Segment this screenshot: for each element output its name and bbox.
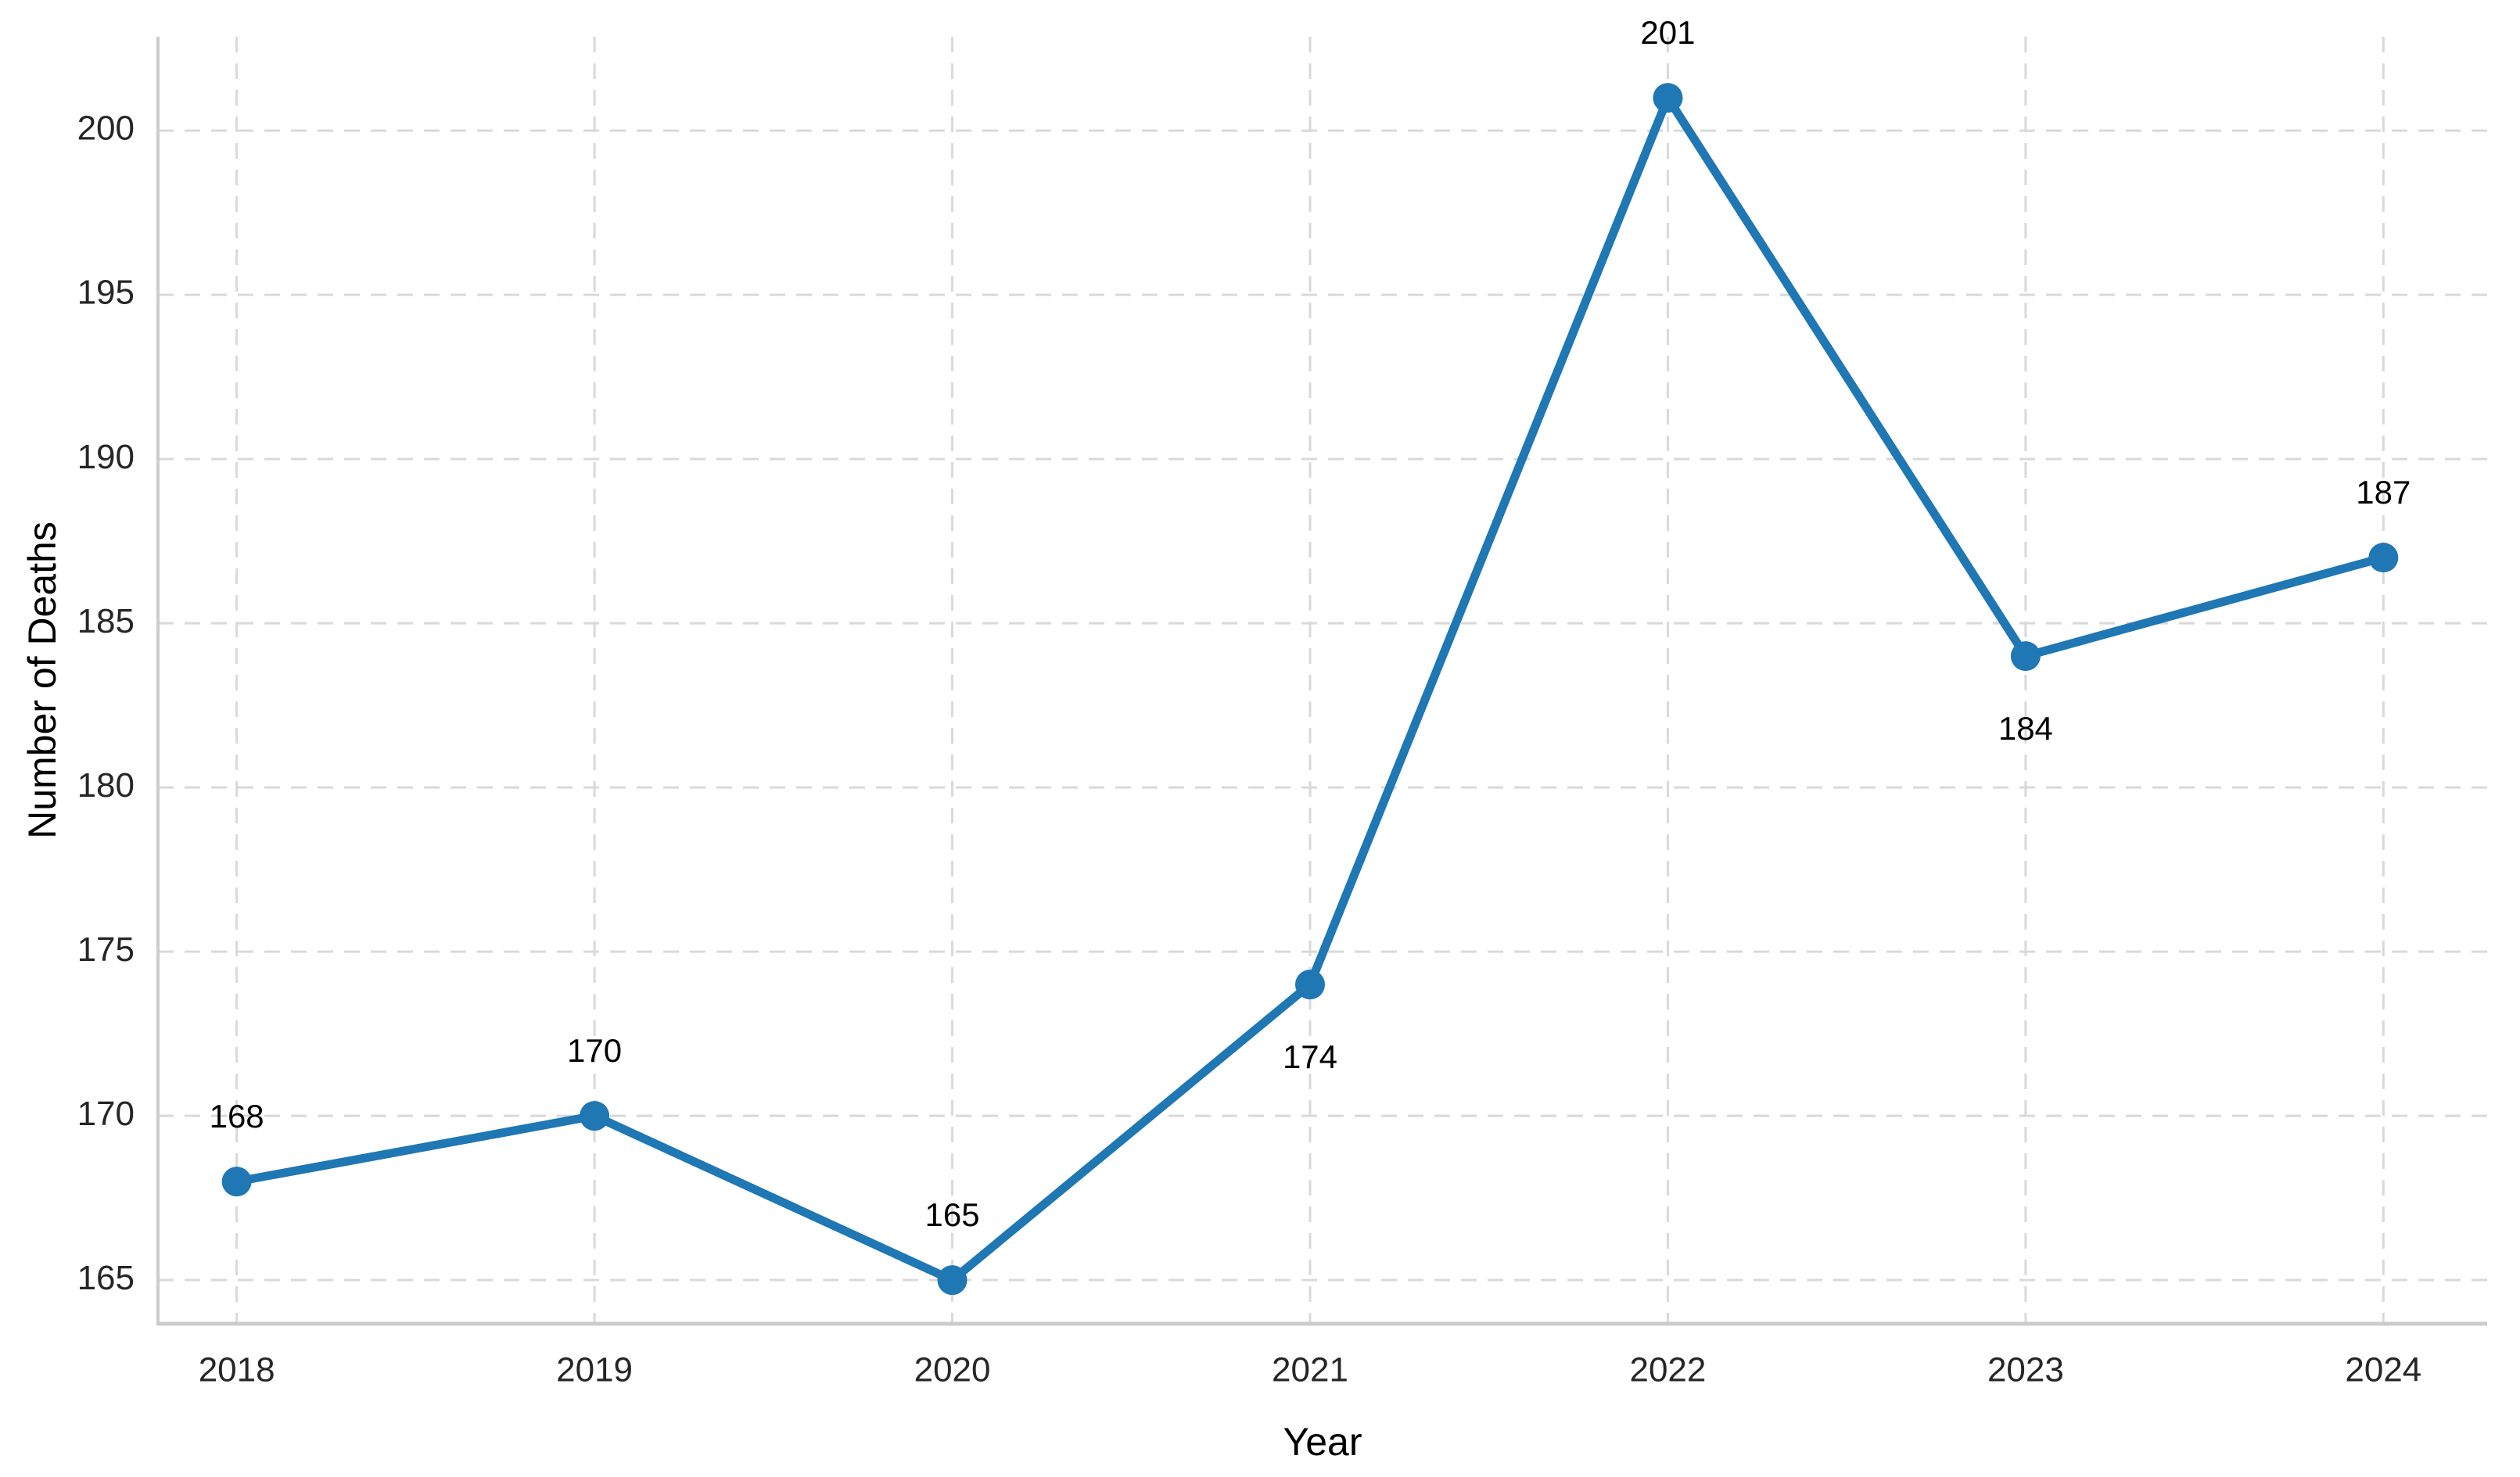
x-tick-label: 2024 [2345,1351,2421,1389]
y-tick-label: 175 [77,930,135,969]
data-point-marker [580,1101,610,1131]
data-point-marker [221,1167,252,1197]
x-tick-label: 2018 [199,1351,275,1389]
data-point-label: 187 [2356,474,2411,511]
y-tick-label: 165 [77,1259,135,1297]
data-point-marker [1294,970,1325,1000]
x-tick-label: 2020 [914,1351,991,1389]
data-point-label: 174 [1283,1038,1337,1075]
data-point-label: 168 [210,1098,264,1135]
data-point-label: 184 [1998,710,2053,747]
y-tick-label: 195 [77,274,135,312]
y-tick-label: 190 [77,438,135,476]
data-point-marker [2010,641,2041,672]
y-tick-label: 180 [77,766,135,805]
x-tick-label: 2019 [556,1351,633,1389]
data-point-label: 170 [567,1032,622,1069]
x-tick-label: 2022 [1629,1351,1706,1389]
data-point-label: 165 [925,1196,980,1233]
data-point-label: 201 [1640,14,1695,51]
data-point-marker [937,1265,967,1296]
x-tick-label: 2023 [1987,1351,2064,1389]
y-tick-label: 170 [77,1095,135,1133]
x-axis-title: Year [1283,1420,1362,1464]
x-tick-label: 2021 [1272,1351,1348,1389]
y-tick-label: 185 [77,602,135,640]
data-point-marker [2368,543,2399,573]
data-point-marker [1653,83,1683,113]
y-axis-title: Number of Deaths [20,522,64,839]
y-tick-label: 200 [77,109,135,148]
